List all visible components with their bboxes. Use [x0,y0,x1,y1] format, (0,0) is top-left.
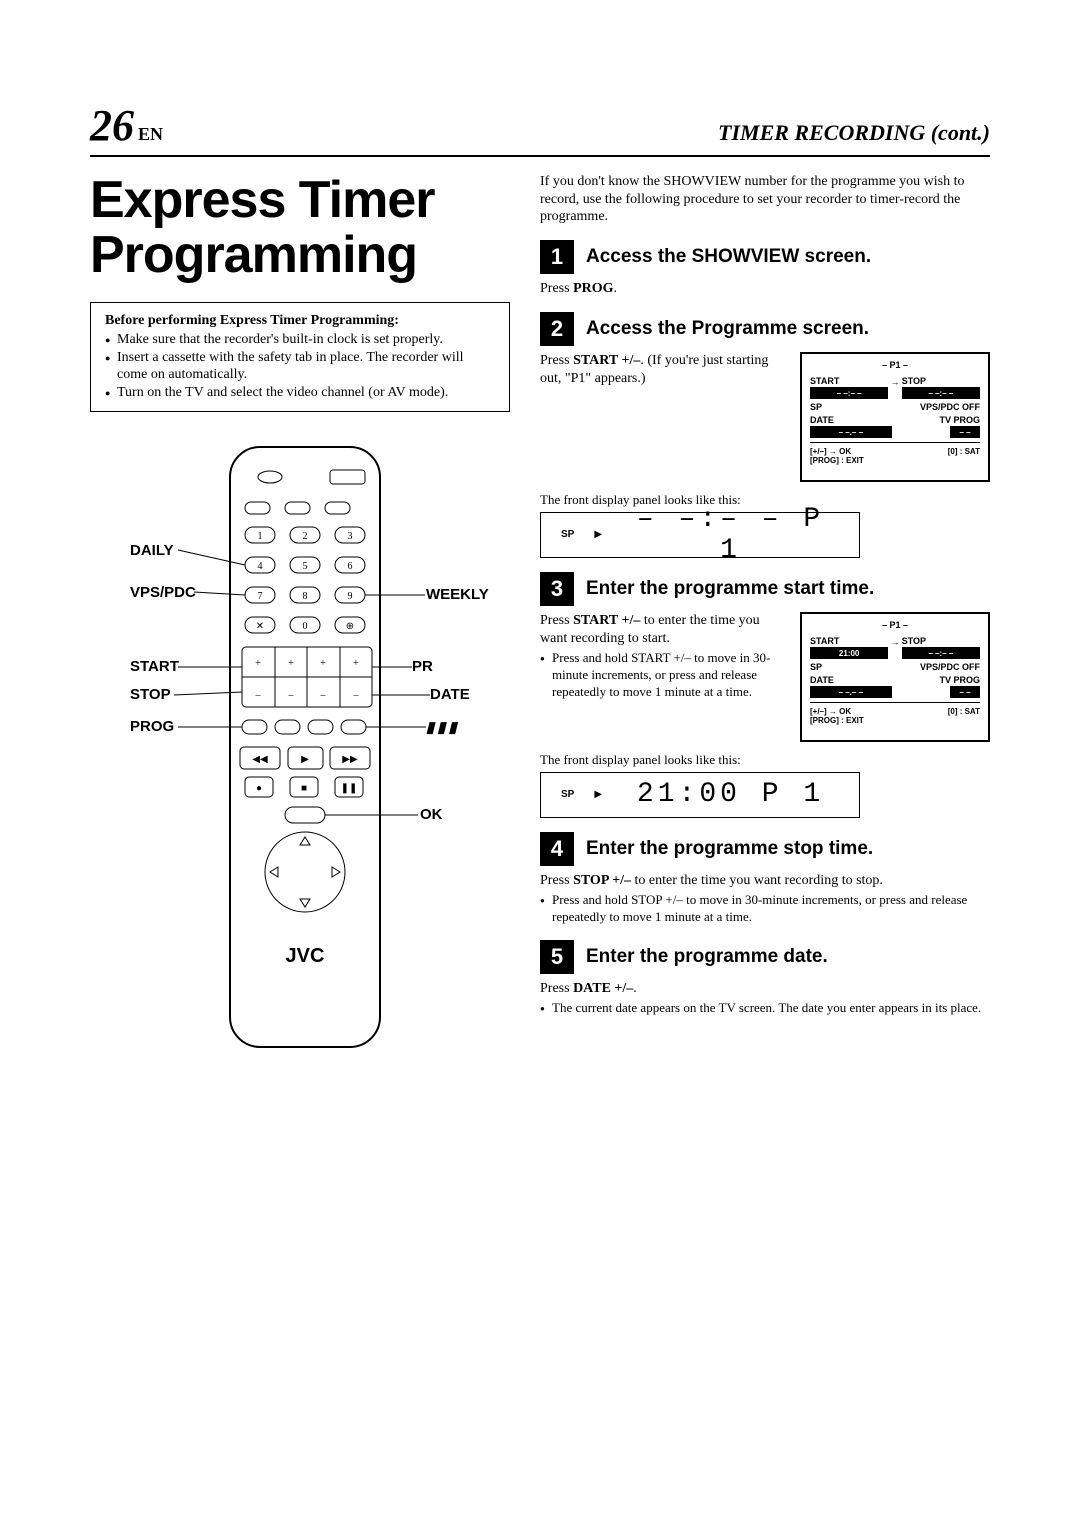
step-2-display-panel: SP ▶ – –:– – P 1 [540,512,860,558]
step-5-number: 5 [540,940,574,974]
before-item: Turn on the TV and select the video chan… [105,384,495,402]
svg-text:8: 8 [303,591,308,602]
svg-text:5: 5 [303,561,308,572]
step-5-title: Enter the programme date. [586,946,828,968]
svg-text:+: + [288,658,294,669]
svg-text:▶▶: ▶▶ [342,754,358,765]
svg-text:✕: ✕ [256,621,264,632]
remote-label-weekly: WEEKLY [426,586,489,603]
svg-text:■: ■ [301,783,307,794]
step-3-body: Press START +/– to enter the time you wa… [540,612,784,701]
svg-text:9: 9 [348,591,353,602]
before-box: Before performing Express Timer Programm… [90,302,510,412]
remote-label-prog: PROG [130,718,174,735]
svg-text:1: 1 [258,531,263,542]
step-1: 1 Access the SHOWVIEW screen. Press PROG… [540,240,990,298]
svg-text:❚❚: ❚❚ [341,783,358,794]
svg-text:0: 0 [303,621,308,632]
step-2-body: Press START +/–. (If you're just startin… [540,352,784,388]
step-2: 2 Access the Programme screen. Press STA… [540,312,990,558]
remote-diagram: 1 2 3 4 5 6 7 8 9 ✕ 0 ⊕ [90,442,510,1062]
page-header: 26EN TIMER RECORDING (cont.) [90,100,990,157]
step-2-title: Access the Programme screen. [586,318,869,340]
remote-label-vpspdc: VPS/PDC [130,584,196,601]
play-icon: ▶ [594,529,602,540]
main-title: Express Timer Programming [90,173,510,282]
step-3-title: Enter the programme start time. [586,578,874,600]
svg-text:◀◀: ◀◀ [252,754,268,765]
svg-text:+: + [320,658,326,669]
svg-text:3: 3 [348,531,353,542]
remote-label-pr: PR [412,658,433,675]
play-icon: ▶ [594,789,602,800]
before-box-title: Before performing Express Timer Programm… [105,313,495,329]
step-1-title: Access the SHOWVIEW screen. [586,246,871,268]
svg-text:–: – [353,690,360,701]
remote-label-daily: DAILY [130,542,174,559]
step-3-osd: – P1 – START21:00 → STOP– –:– – SPVPS/PD… [800,612,990,742]
svg-text:6: 6 [348,561,353,572]
step-4-title: Enter the programme stop time. [586,838,873,860]
step-1-number: 1 [540,240,574,274]
remote-label-bars-icon: ▮▮▮ [426,718,460,736]
step-1-body: Press PROG. [540,280,990,298]
step-2-osd: – P1 – START– –:– – → STOP– –:– – SPVPS/… [800,352,990,482]
step-3-display-panel: SP ▶ 21:00 P 1 [540,772,860,818]
remote-label-start: START [130,658,179,675]
step-5-body: Press DATE +/–. The current date appears… [540,980,990,1017]
before-item: Insert a cassette with the safety tab in… [105,349,495,384]
step-4-number: 4 [540,832,574,866]
section-title: TIMER RECORDING (cont.) [718,120,990,146]
svg-text:4: 4 [258,561,263,572]
page-number: 26EN [90,100,163,151]
svg-text:▶: ▶ [301,754,309,765]
svg-text:+: + [353,658,359,669]
remote-label-date: DATE [430,686,470,703]
svg-text:⊕: ⊕ [346,621,354,632]
before-item: Make sure that the recorder's built-in c… [105,331,495,349]
svg-text:JVC: JVC [286,945,325,967]
step-3-number: 3 [540,572,574,606]
svg-text:+: + [255,658,261,669]
svg-text:●: ● [256,783,262,794]
svg-text:2: 2 [303,531,308,542]
step-5: 5 Enter the programme date. Press DATE +… [540,940,990,1017]
remote-label-ok: OK [420,806,443,823]
step-3: 3 Enter the programme start time. Press … [540,572,990,818]
svg-text:–: – [288,690,295,701]
step-4-body: Press STOP +/– to enter the time you wan… [540,872,990,926]
remote-label-stop: STOP [130,686,171,703]
svg-text:7: 7 [258,591,263,602]
step-4: 4 Enter the programme stop time. Press S… [540,832,990,926]
svg-text:–: – [255,690,262,701]
step-3-display-caption: The front display panel looks like this: [540,752,990,768]
svg-text:–: – [320,690,327,701]
intro-paragraph: If you don't know the SHOWVIEW number fo… [540,173,990,226]
remote-svg: 1 2 3 4 5 6 7 8 9 ✕ 0 ⊕ [130,442,470,1062]
step-2-number: 2 [540,312,574,346]
